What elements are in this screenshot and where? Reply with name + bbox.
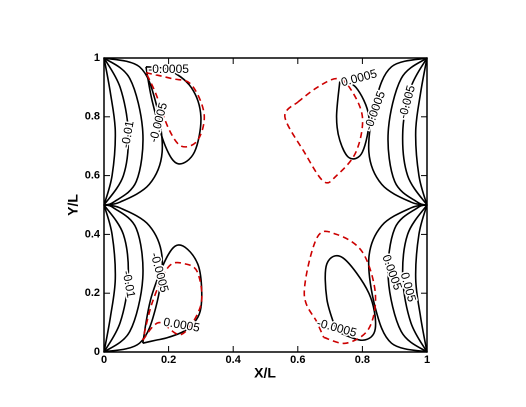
x-tick-label: 0.8 <box>355 354 370 366</box>
x-tick-label: 0.6 <box>290 354 305 366</box>
plot-frame <box>103 57 428 353</box>
x-tick-label: 0.4 <box>226 354 242 366</box>
contour-label: -0.01 <box>120 270 139 300</box>
x-tick-label: 0 <box>101 354 107 366</box>
contour-line <box>141 244 203 344</box>
contour-line <box>401 204 428 353</box>
y-tick-label: 0.6 <box>85 170 100 182</box>
contour-line <box>145 71 206 148</box>
contour-line <box>401 57 428 206</box>
contour-line <box>367 57 428 206</box>
contour-line <box>103 57 130 206</box>
contour-label: -0.01 <box>118 119 137 149</box>
y-tick-label: 0.8 <box>85 111 100 123</box>
contour-line <box>367 204 428 353</box>
x-axis-label: X/L <box>254 365 276 381</box>
contour-line <box>335 80 370 160</box>
y-tick-label: 0.2 <box>85 287 100 299</box>
x-tick-label: 1 <box>424 354 430 366</box>
y-tick-label: 0 <box>94 346 100 358</box>
contour-line <box>284 77 364 184</box>
contour-line <box>103 204 164 353</box>
contour-line <box>414 204 428 353</box>
contour-line <box>141 261 203 341</box>
contour-line <box>103 57 117 206</box>
y-tick-label: 0.4 <box>85 228 101 240</box>
contour-line <box>103 57 164 206</box>
y-tick-label: 1 <box>94 52 100 64</box>
contour-line <box>387 57 428 206</box>
contour-label: 0.0005 <box>162 315 201 335</box>
contour-line <box>387 204 428 353</box>
contour-line <box>145 66 202 165</box>
x-tick-label: 0.2 <box>161 354 176 366</box>
contour-line <box>324 255 377 342</box>
contour-line <box>103 204 130 353</box>
y-axis-label: Y/L <box>65 194 81 216</box>
contour-line <box>103 204 144 353</box>
contour-line <box>103 57 144 206</box>
contour-label: -0.0005 <box>148 62 189 76</box>
contour-line <box>303 230 377 345</box>
contour-line <box>414 57 428 206</box>
contour-line <box>103 204 117 353</box>
